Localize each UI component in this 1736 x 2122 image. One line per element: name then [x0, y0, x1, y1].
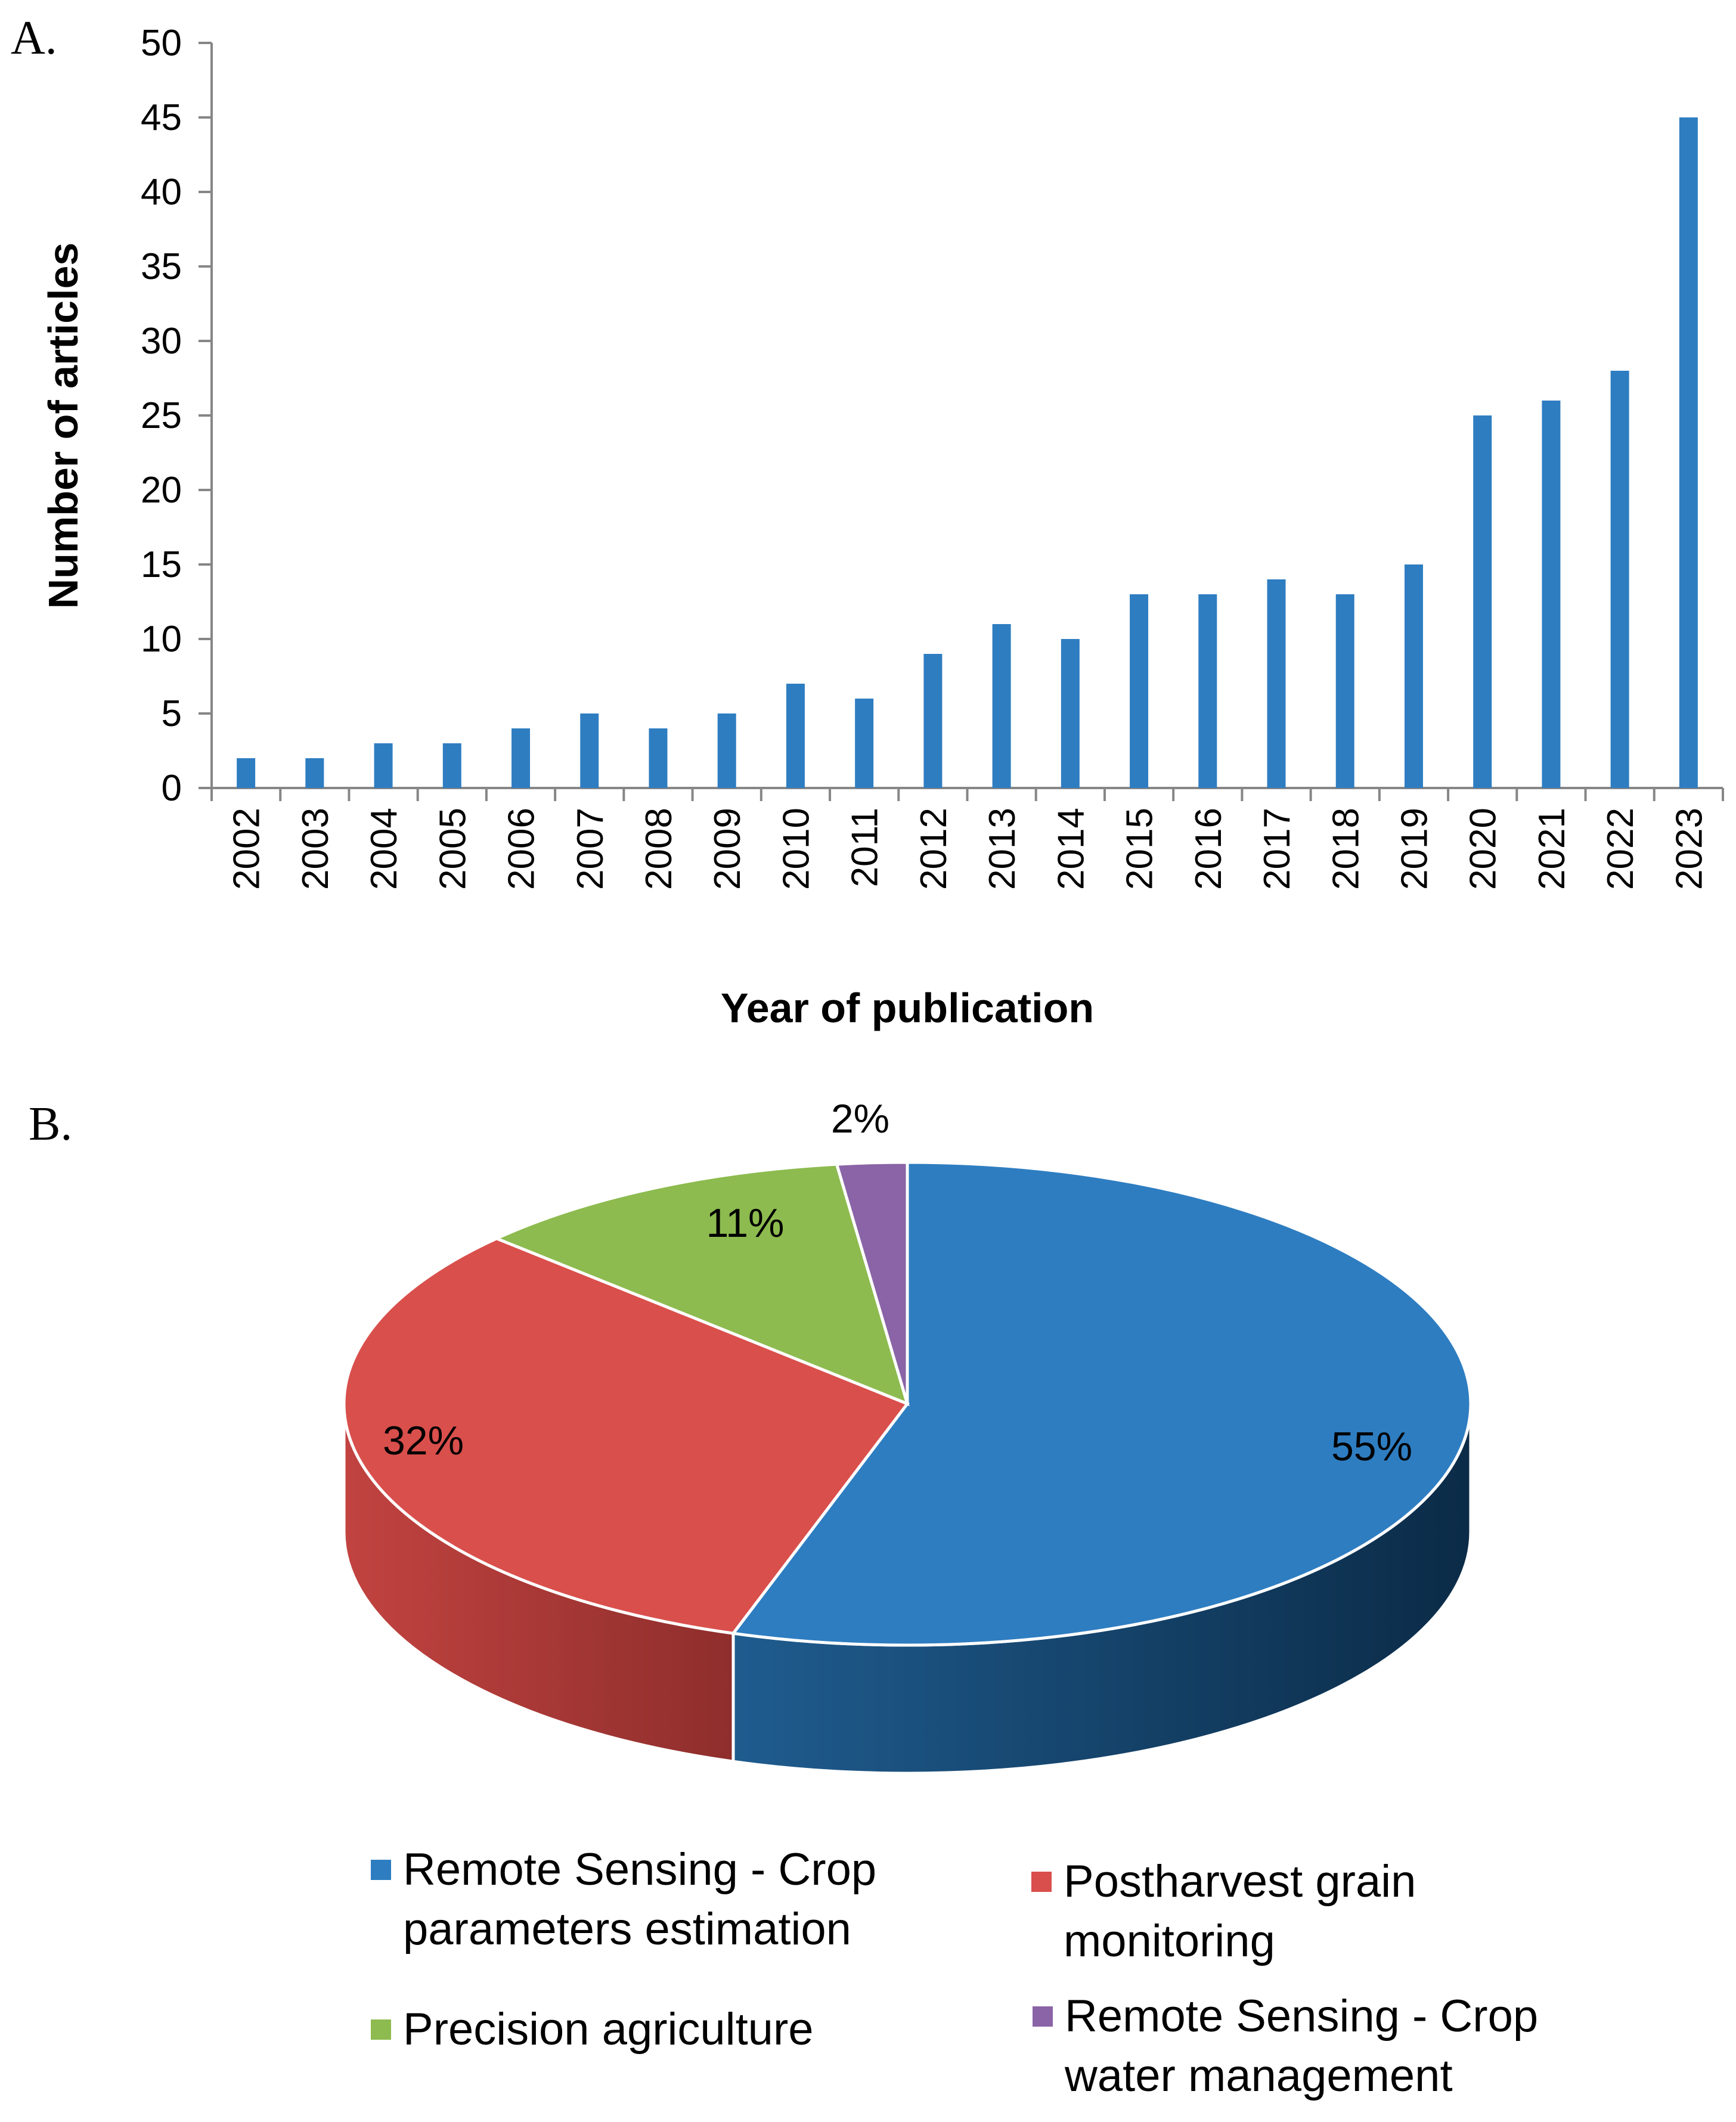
y-tick-label: 40 [141, 172, 182, 213]
y-tick-label: 35 [141, 246, 182, 287]
bar-2005 [442, 743, 461, 788]
bar-2012 [923, 654, 943, 788]
x-tick-label: 2009 [707, 808, 748, 890]
bar-2003 [305, 758, 324, 788]
bar-2023 [1679, 117, 1698, 788]
bar-2007 [580, 713, 599, 788]
x-tick-label: 2012 [913, 808, 954, 890]
pie-labels: 55% 32% 11% 2% [383, 1096, 1412, 1469]
pie-slice-3 [492, 1162, 910, 1407]
pie-pct-label: 32% [383, 1418, 464, 1463]
bar-2013 [992, 624, 1011, 788]
legend-label: Remote Sensing - Crop [1065, 1991, 1538, 2042]
x-ticks: 2002 2003 2004 2005 2006 2007 2008 2009 2010 2011… [210, 788, 1724, 890]
bar-2021 [1542, 401, 1561, 788]
y-tick-label: 30 [141, 321, 182, 362]
bar-2018 [1335, 594, 1354, 788]
x-tick-label: 2015 [1120, 808, 1161, 890]
pie-slice-4 [835, 1161, 909, 1404]
x-tick-label: 2022 [1600, 808, 1641, 890]
x-tick-label: 2018 [1325, 808, 1366, 890]
bar-2016 [1198, 594, 1217, 788]
x-tick-label: 2017 [1257, 808, 1298, 890]
legend-label: Precision agriculture [403, 2004, 814, 2055]
x-tick-label: 2006 [501, 808, 542, 890]
bar-2009 [717, 713, 736, 788]
x-tick-label: 2020 [1463, 808, 1504, 890]
x-tick-label: 2011 [845, 808, 886, 887]
bars [237, 117, 1698, 788]
legend-swatch [1033, 2006, 1053, 2027]
legend-swatch [371, 1860, 391, 1880]
legend-label: parameters estimation [403, 1904, 851, 1955]
x-tick-label: 2014 [1050, 808, 1092, 890]
x-tick-label: 2010 [776, 808, 817, 890]
legend-item-1: Remote Sensing - Crop parameters estimati… [371, 1844, 876, 1955]
x-axis-title: Year of publication [721, 985, 1094, 1031]
pie-pct-label: 2% [831, 1096, 889, 1141]
legend-item-3: Precision agriculture [371, 2004, 814, 2055]
y-tick-label: 10 [141, 619, 182, 660]
bar-2019 [1404, 564, 1423, 788]
legend-label: Postharvest grain [1064, 1856, 1416, 1907]
bar-2017 [1267, 579, 1286, 788]
bar-2008 [649, 728, 668, 788]
bar-2006 [512, 728, 531, 788]
bar-2011 [855, 699, 874, 788]
bar-2022 [1610, 371, 1629, 788]
y-tick-label: 0 [162, 768, 182, 809]
pie-pct-label: 55% [1331, 1424, 1412, 1469]
legend-item-4: Remote Sensing - Crop water management [1033, 1991, 1538, 2101]
y-tick-label: 5 [162, 693, 182, 734]
legend-item-2: Postharvest grain monitoring [1031, 1856, 1416, 1966]
y-tick-label: 25 [141, 395, 182, 436]
bar-2004 [374, 743, 393, 788]
x-tick-label: 2002 [227, 808, 268, 890]
x-tick-label: 2021 [1532, 808, 1573, 890]
pie-slice-1 [730, 1161, 1472, 1647]
bar-2014 [1061, 639, 1080, 788]
legend-label: Remote Sensing - Crop [403, 1844, 876, 1895]
bar-2010 [786, 684, 805, 788]
bar-2015 [1130, 594, 1149, 788]
pie-pct-label: 11% [706, 1200, 784, 1246]
legend: Remote Sensing - Crop parameters estimati… [371, 1844, 1538, 2101]
x-tick-label: 2007 [570, 808, 611, 890]
legend-label: water management [1064, 2050, 1453, 2101]
x-tick-label: 2004 [364, 808, 405, 890]
x-tick-label: 2023 [1669, 808, 1710, 890]
panel-b-label: B. [29, 1098, 72, 1150]
pie-slice-2 [342, 1237, 910, 1635]
y-tick-label: 15 [141, 544, 182, 585]
x-tick-label: 2019 [1394, 808, 1435, 890]
y-axis-title: Number of articles [40, 243, 86, 609]
legend-swatch [371, 2019, 391, 2040]
y-tick-label: 20 [141, 470, 182, 511]
y-tick-label: 45 [141, 97, 182, 138]
x-tick-label: 2003 [295, 808, 336, 890]
bar-2020 [1473, 415, 1492, 788]
y-tick-label: 50 [141, 23, 182, 64]
pie-chart [342, 1161, 1472, 1775]
x-tick-label: 2013 [982, 808, 1023, 890]
legend-label: monitoring [1064, 1916, 1275, 1966]
y-ticks: 0 5 10 15 20 25 30 35 40 45 50 [141, 23, 212, 809]
x-tick-label: 2005 [432, 808, 473, 890]
legend-swatch [1031, 1872, 1052, 1892]
x-tick-label: 2016 [1188, 808, 1229, 890]
panel-a-label: A. [11, 12, 57, 64]
bar-2002 [237, 758, 256, 788]
x-tick-label: 2008 [638, 808, 680, 890]
